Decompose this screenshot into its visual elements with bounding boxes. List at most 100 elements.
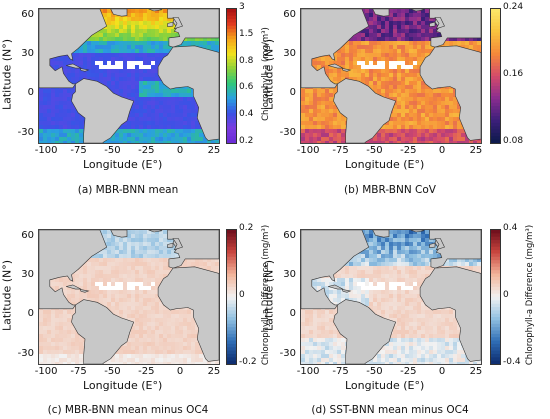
y-axis-title: Latitude (N°) bbox=[262, 259, 276, 332]
colorbar-tick: 3 bbox=[239, 2, 245, 12]
land-europe bbox=[429, 9, 481, 48]
colorbar-tick: 1.5 bbox=[239, 28, 254, 39]
land-cuba bbox=[66, 284, 82, 290]
land-cuba bbox=[328, 63, 344, 69]
lon-tick: -25 bbox=[400, 366, 417, 377]
land-iceland bbox=[410, 230, 425, 233]
lat-tick: 30 bbox=[21, 47, 34, 59]
land-ireland bbox=[167, 21, 174, 28]
x-axis-title: Longitude (E°) bbox=[345, 379, 425, 392]
lat-tick: 30 bbox=[283, 47, 296, 59]
lon-tick: -75 bbox=[332, 145, 349, 156]
land-cuba bbox=[328, 284, 344, 290]
land-ireland bbox=[429, 21, 436, 28]
land-britain bbox=[172, 238, 183, 251]
lon-tick: -100 bbox=[34, 366, 58, 377]
lon-tick: 0 bbox=[438, 366, 446, 377]
land-southAmerica bbox=[71, 78, 135, 143]
land-greenland bbox=[372, 9, 390, 17]
colorbar-tick: 0 bbox=[503, 290, 509, 300]
lat-tick: 0 bbox=[27, 308, 34, 320]
lon-tick: -75 bbox=[70, 366, 87, 377]
colorbar-tick: 0.2 bbox=[239, 223, 254, 233]
x-axis-title: Longitude (E°) bbox=[83, 379, 163, 392]
map-diff-sst bbox=[300, 229, 482, 365]
land-britain bbox=[172, 17, 183, 30]
caption-a: (a) MBR-BNN mean bbox=[77, 184, 179, 196]
colorbar-tick: 0.16 bbox=[503, 69, 524, 79]
map-diff-mbr bbox=[38, 229, 220, 365]
lon-tick: 25 bbox=[469, 366, 483, 377]
lon-tick: -75 bbox=[70, 145, 87, 156]
lat-tick: 0 bbox=[289, 308, 296, 320]
caption-b: (b) MBR-BNN CoV bbox=[344, 184, 436, 196]
caption-d: (d) SST-BNN mean minus OC4 bbox=[311, 404, 469, 416]
lat-tick: 60 bbox=[283, 8, 296, 20]
colorbar-tick: 0.24 bbox=[503, 2, 524, 12]
map-chlorophyll-mean bbox=[38, 8, 220, 144]
colorbar-tick: -0.2 bbox=[239, 357, 257, 367]
colorbar-tick: 0.6 bbox=[239, 82, 254, 93]
land-africa bbox=[157, 45, 219, 141]
land-northAmerica bbox=[301, 230, 370, 310]
lon-tick: 25 bbox=[207, 145, 221, 156]
land-greenland bbox=[372, 230, 390, 238]
lon-tick: -100 bbox=[34, 145, 58, 156]
colorbar-tick: 0.4 bbox=[239, 109, 254, 120]
y-axis-title: Latitude (N°) bbox=[262, 38, 276, 111]
lon-tick: -25 bbox=[400, 145, 417, 156]
land-greenland bbox=[110, 230, 128, 238]
colorbar-c bbox=[226, 229, 237, 365]
land-hispaniola bbox=[79, 68, 90, 72]
lon-tick: -50 bbox=[104, 145, 121, 156]
lat-tick: 30 bbox=[21, 268, 34, 280]
land-hispaniola bbox=[341, 289, 352, 293]
land-northAmerica bbox=[39, 230, 108, 310]
colorbar-b bbox=[490, 8, 501, 144]
lon-tick: -100 bbox=[296, 145, 320, 156]
colorbar-tick: 0.08 bbox=[503, 136, 524, 146]
land-hispaniola bbox=[341, 68, 352, 72]
lat-tick: -30 bbox=[17, 347, 34, 359]
land-ireland bbox=[429, 242, 436, 249]
land-iceland bbox=[410, 9, 425, 12]
y-axis-title: Latitude (N°) bbox=[0, 259, 14, 332]
land-southAmerica bbox=[71, 299, 135, 364]
x-axis-title: Longitude (E°) bbox=[345, 158, 425, 171]
land-africa bbox=[419, 266, 481, 362]
lat-tick: 60 bbox=[21, 8, 34, 20]
lon-tick: 0 bbox=[438, 145, 446, 156]
y-axis-title: Latitude (N°) bbox=[0, 38, 14, 111]
lat-tick: -30 bbox=[17, 126, 34, 138]
land-iceland bbox=[148, 9, 163, 12]
land-southAmerica bbox=[333, 78, 397, 143]
caption-c: (c) MBR-BNN mean minus OC4 bbox=[47, 404, 209, 416]
lon-tick: -100 bbox=[296, 366, 320, 377]
land-europe bbox=[167, 9, 219, 48]
land-northAmerica bbox=[301, 9, 370, 89]
lat-tick: 30 bbox=[283, 268, 296, 280]
map-cov bbox=[300, 8, 482, 144]
lat-tick: 0 bbox=[27, 87, 34, 99]
lat-tick: 60 bbox=[21, 229, 34, 241]
colorbar-tick: -0.4 bbox=[503, 357, 521, 367]
lon-tick: -50 bbox=[366, 145, 383, 156]
lon-tick: 0 bbox=[176, 145, 184, 156]
land-hispaniola bbox=[79, 289, 90, 293]
colorbar-d bbox=[490, 229, 501, 365]
lon-tick: -50 bbox=[366, 366, 383, 377]
colorbar-tick: 0.8 bbox=[239, 55, 254, 66]
lat-tick: 60 bbox=[283, 229, 296, 241]
colorbar-tick: 0.2 bbox=[239, 136, 254, 146]
lon-tick: -75 bbox=[332, 366, 349, 377]
x-axis-title: Longitude (E°) bbox=[83, 158, 163, 171]
lat-tick: -30 bbox=[279, 347, 296, 359]
land-europe bbox=[429, 230, 481, 269]
land-africa bbox=[419, 45, 481, 141]
lon-tick: -50 bbox=[104, 366, 121, 377]
land-europe bbox=[167, 230, 219, 269]
land-greenland bbox=[110, 9, 128, 17]
lon-tick: -25 bbox=[138, 145, 155, 156]
land-britain bbox=[434, 17, 445, 30]
land-southAmerica bbox=[333, 299, 397, 364]
